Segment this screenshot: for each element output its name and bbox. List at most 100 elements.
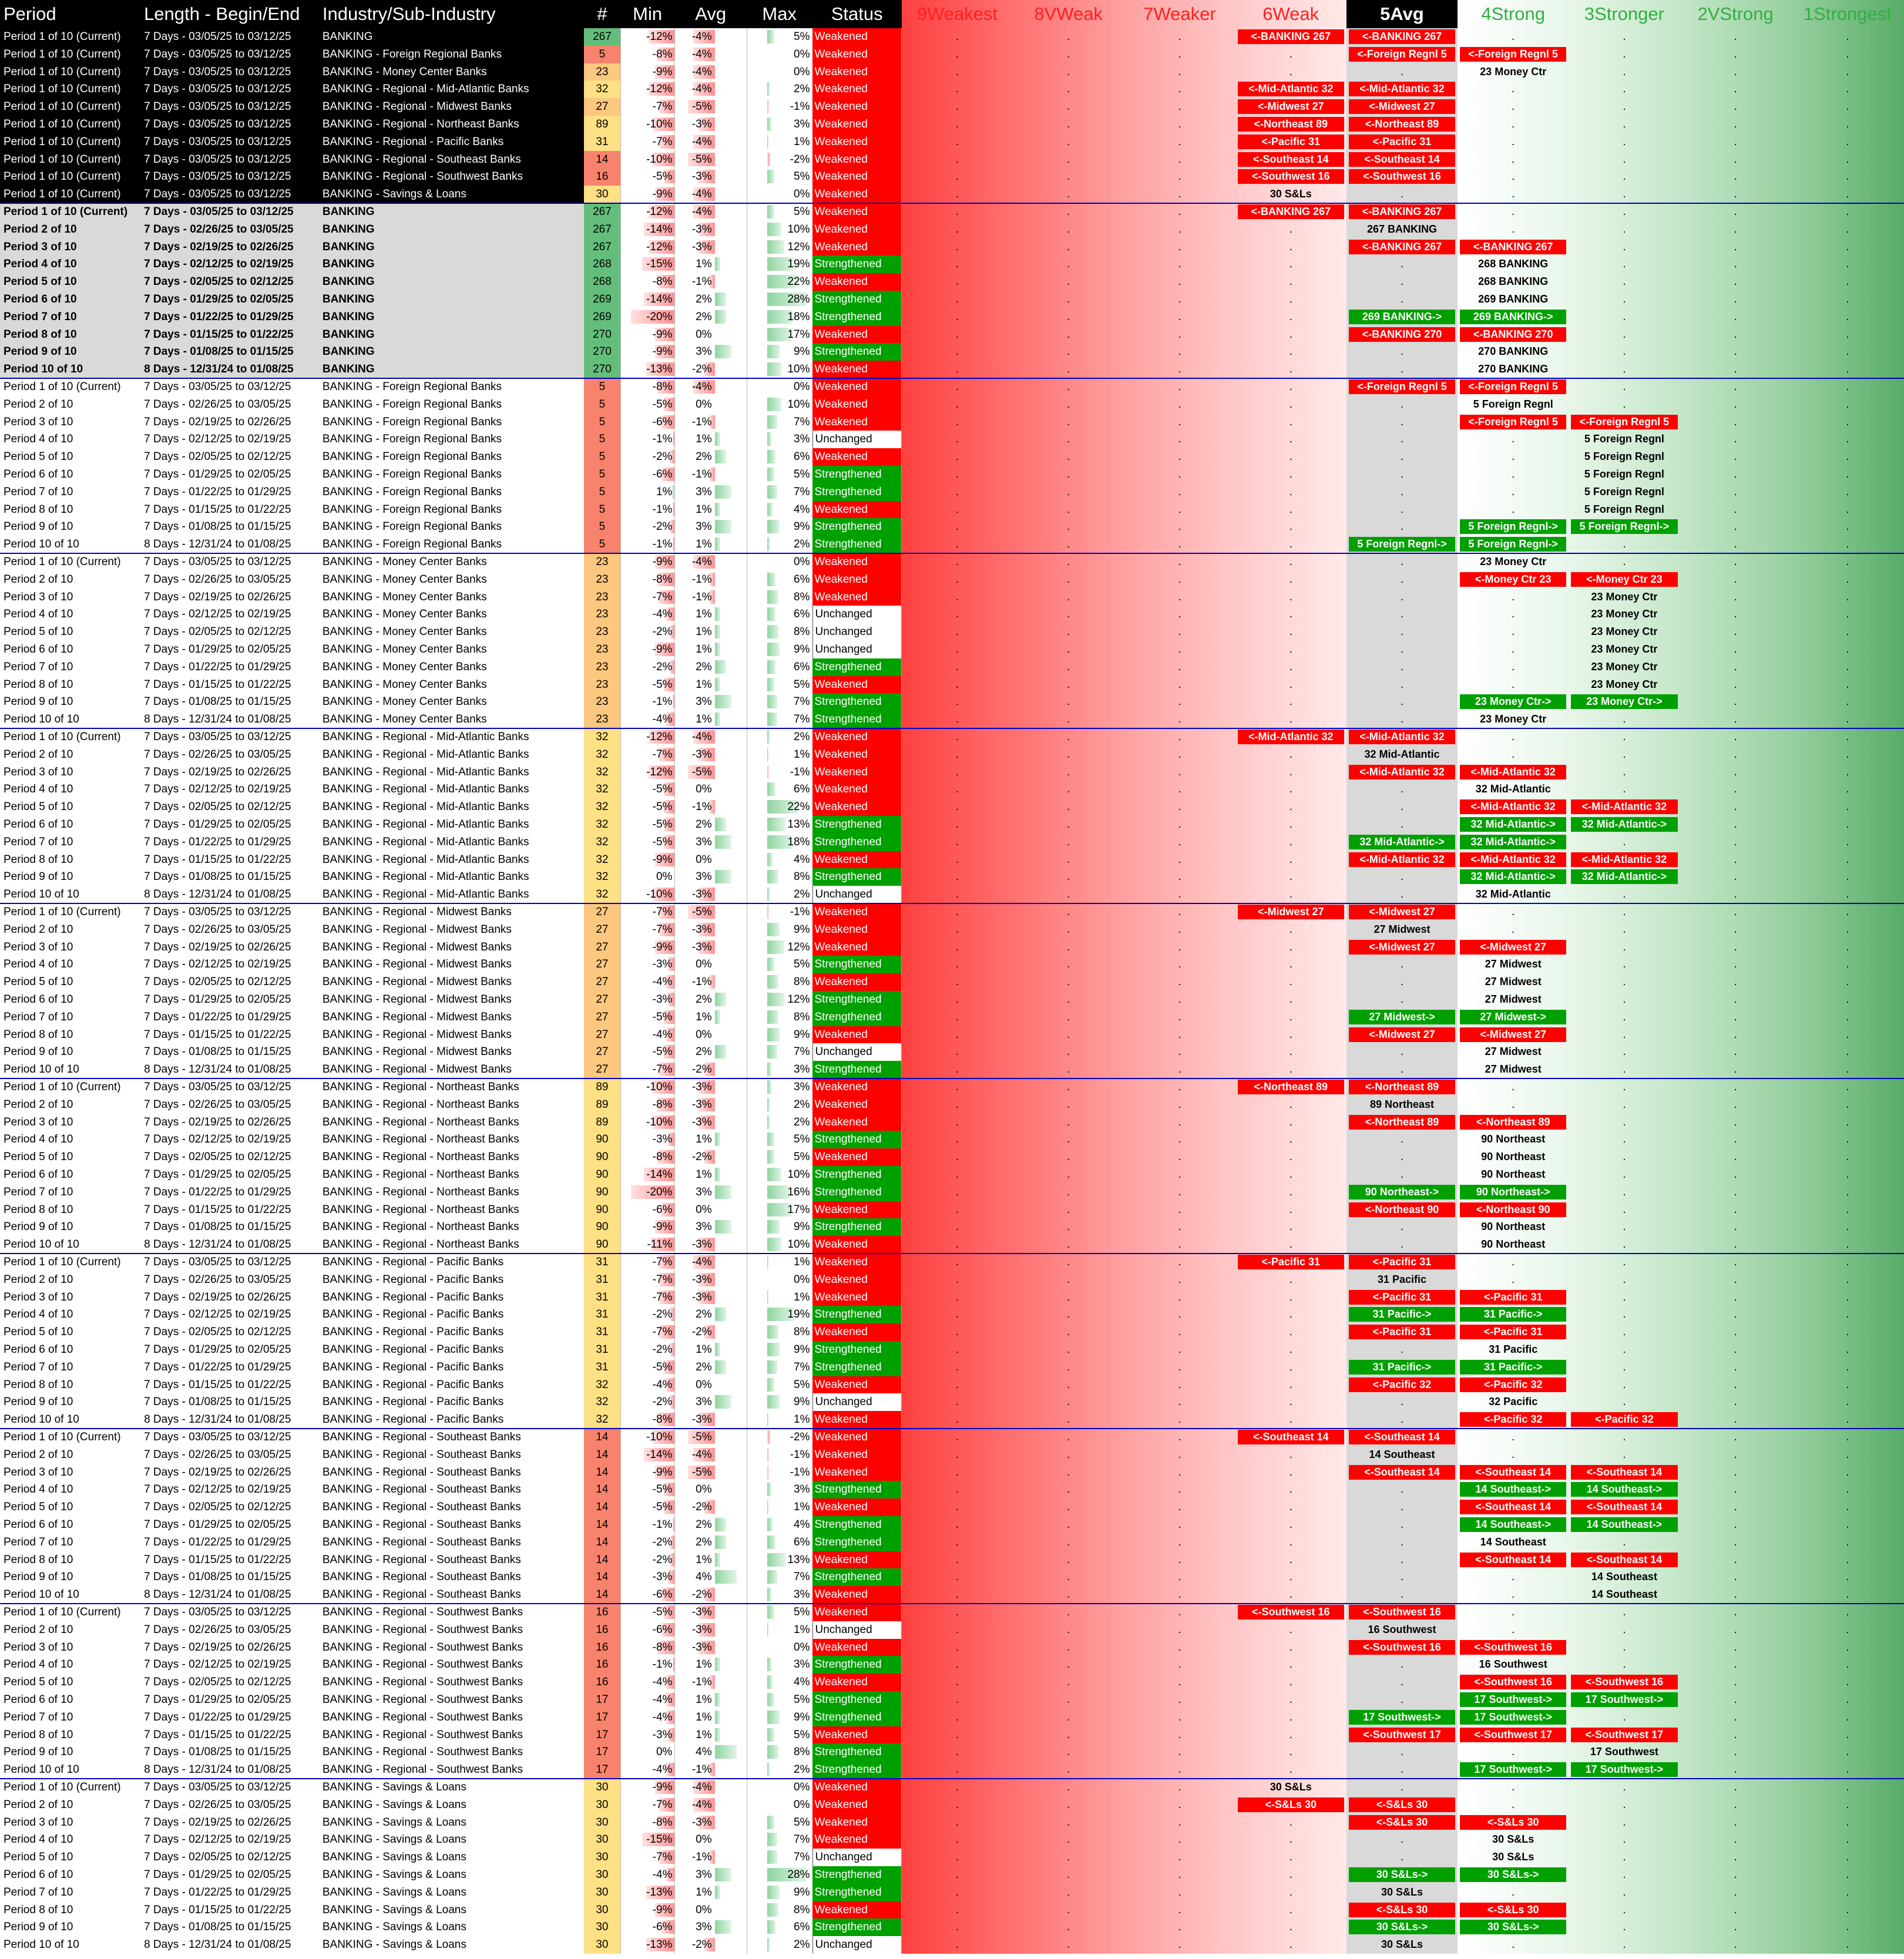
min-cell: -10%	[620, 116, 675, 133]
rank-badge: 31 Pacific->	[1460, 1307, 1567, 1322]
zone-cell: .	[1235, 1674, 1346, 1691]
zone-cell: .	[1791, 1218, 1904, 1236]
max-cell: 17%	[746, 325, 812, 344]
zone-cell: <-Foreign Regnl 5	[1346, 45, 1458, 63]
min-cell: -5%	[620, 1498, 675, 1516]
zone-cell: .	[901, 1498, 1013, 1516]
percent-value: -1%	[691, 415, 712, 428]
zone-cell: .	[1124, 150, 1235, 169]
count-cell: 90	[584, 1166, 620, 1184]
percent-value: -3%	[691, 118, 712, 130]
data-bar	[666, 607, 675, 621]
zone-cell: .	[1680, 378, 1791, 396]
data-bar	[663, 397, 675, 411]
zone-cell: .	[1569, 238, 1680, 256]
industry-cell: BANKING - Regional - Southwest Banks	[318, 1604, 585, 1621]
percent-value: -4%	[691, 556, 712, 568]
zone-cell: .	[1791, 325, 1904, 344]
min-cell: -9%	[620, 641, 675, 658]
empty-marker: .	[1734, 381, 1737, 393]
percent-value: -5%	[691, 906, 712, 918]
empty-marker: .	[1846, 1151, 1849, 1164]
zone-cell: .	[1124, 220, 1235, 238]
percent-value: -4%	[652, 1378, 673, 1391]
zone-cell: .	[1791, 1813, 1904, 1832]
empty-marker: .	[1512, 608, 1515, 621]
percent-value: 1%	[794, 748, 810, 761]
period-cell: Period 9 of 10	[0, 1918, 141, 1937]
avg-cell: -4%	[674, 203, 747, 221]
zone-cell: .	[1458, 1586, 1569, 1604]
data-bar	[659, 100, 675, 114]
data-bar	[715, 1710, 721, 1724]
status-badge: Unchanged	[812, 641, 902, 658]
industry-cell: BANKING - Foreign Regional Banks	[318, 483, 585, 501]
rank-badge: <-S&Ls 30	[1237, 1797, 1344, 1812]
empty-marker: .	[1067, 608, 1070, 621]
percent-value: 3%	[696, 345, 712, 358]
count-cell: 32	[584, 886, 620, 903]
data-bar	[709, 1675, 716, 1689]
data-bar	[767, 1833, 777, 1847]
empty-marker: .	[955, 993, 959, 1006]
zone-cell: <-S&Ls 30	[1458, 1901, 1569, 1919]
empty-marker: .	[1178, 853, 1181, 866]
zone-cell: .	[1124, 1796, 1235, 1814]
zone-cell: .	[1235, 500, 1346, 519]
percent-value: 0%	[696, 1203, 712, 1216]
empty-marker: .	[1846, 1938, 1849, 1951]
empty-marker: .	[1623, 310, 1626, 323]
industry-cell: BANKING - Foreign Regional Banks	[318, 500, 585, 519]
avg-cell: -4%	[674, 28, 747, 46]
data-bar	[767, 240, 784, 254]
min-cell: -9%	[620, 343, 675, 361]
empty-marker: .	[1067, 100, 1070, 113]
status-badge: Strengthened	[812, 1761, 902, 1779]
empty-marker: .	[955, 1833, 959, 1846]
empty-marker: .	[1067, 1360, 1070, 1373]
empty-marker: .	[1289, 520, 1292, 533]
col-header-1strongest: 1Strongest	[1791, 0, 1904, 28]
zone-cell: .	[1013, 606, 1124, 624]
table-row: Period 10 of 10 8 Days - 12/31/24 to 01/0…	[0, 711, 1904, 728]
status-badge: Weakened	[812, 1813, 902, 1832]
zone-cell: .	[1013, 1008, 1124, 1026]
min-cell: -9%	[620, 938, 675, 956]
period-cell: Period 9 of 10	[0, 343, 141, 361]
min-cell: -7%	[620, 903, 675, 921]
data-bar	[715, 625, 721, 639]
count-cell: 267	[584, 203, 620, 221]
status-badge: Weakened	[812, 973, 902, 991]
empty-marker: .	[1846, 1501, 1849, 1514]
min-cell: -12%	[620, 238, 675, 256]
percent-value: 7%	[794, 1360, 810, 1373]
rank-badge: <-BANKING 270	[1348, 327, 1456, 342]
percent-value: -4%	[691, 1448, 712, 1461]
empty-marker: .	[1067, 1168, 1070, 1181]
percent-value: 2%	[794, 83, 810, 96]
min-cell: -8%	[620, 570, 675, 589]
zone-cell: 31 Pacific	[1346, 1271, 1458, 1289]
industry-cell: BANKING - Regional - Pacific Banks	[318, 1358, 585, 1376]
rank-badge: 23 Money Ctr	[1591, 678, 1658, 690]
percent-value: 2%	[696, 1046, 712, 1059]
zone-cell: .	[1458, 1078, 1569, 1096]
empty-marker: .	[1623, 1326, 1626, 1339]
count-cell: 17	[584, 1691, 620, 1709]
empty-marker: .	[1067, 1869, 1070, 1881]
max-cell: 5%	[746, 676, 812, 694]
percent-value: -3%	[691, 923, 712, 936]
percent-value: 22%	[787, 801, 810, 814]
empty-marker: .	[1289, 48, 1292, 61]
zone-cell: .	[1013, 991, 1124, 1009]
zone-cell: .	[1458, 1621, 1569, 1639]
table-row: Period 8 of 10 7 Days - 01/15/25 to 01/22…	[0, 851, 1904, 869]
empty-marker: .	[1734, 1483, 1737, 1496]
length-cell: 7 Days - 01/15/25 to 01/22/25	[140, 500, 319, 519]
percent-value: -6%	[652, 1588, 673, 1601]
zone-cell: .	[1013, 63, 1124, 81]
zone-cell: .	[1235, 1586, 1346, 1604]
period-cell: Period 6 of 10	[0, 1341, 141, 1359]
percent-value: -13%	[646, 363, 673, 376]
max-cell: 10%	[746, 220, 812, 238]
